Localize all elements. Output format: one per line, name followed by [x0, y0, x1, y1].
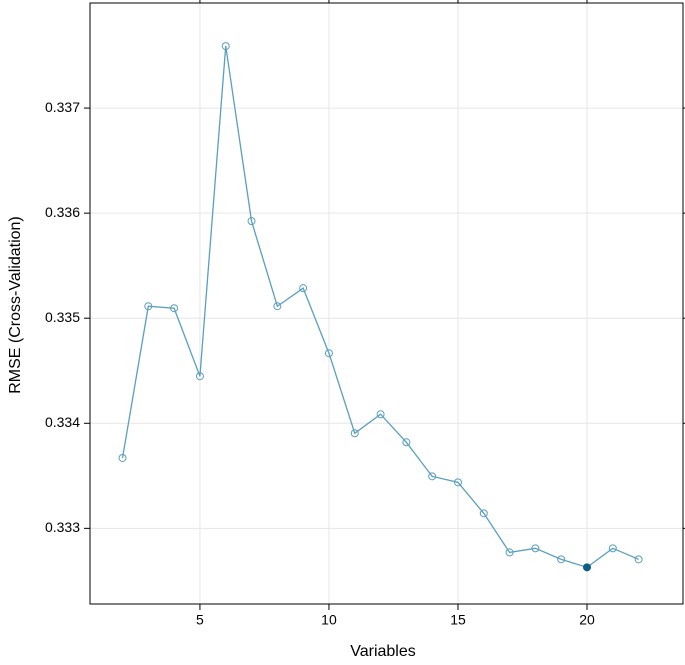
point: [583, 563, 592, 572]
point: [299, 284, 308, 293]
point: [453, 478, 462, 487]
point: [144, 302, 153, 311]
point: [170, 304, 179, 313]
point: [350, 429, 359, 438]
point: [505, 548, 514, 557]
point: [195, 372, 204, 381]
y-tick-label: 0.335: [45, 309, 80, 325]
y-tick-label: 0.333: [45, 519, 80, 535]
x-axis-label: Variables: [350, 643, 416, 660]
point: [531, 544, 540, 553]
plot-frame: [89, 2, 684, 605]
y-tick-label: 0.334: [45, 414, 80, 430]
point: [221, 42, 230, 51]
series-line: [121, 45, 639, 569]
point: [376, 410, 385, 419]
point: [247, 217, 256, 226]
x-tick-label: 20: [579, 612, 595, 628]
point: [118, 453, 127, 462]
x-tick-label: 15: [450, 612, 466, 628]
point: [608, 544, 617, 553]
point: [273, 302, 282, 311]
point: [402, 438, 411, 447]
x-tick-label: 5: [196, 612, 204, 628]
y-axis-label: RMSE (Cross-Validation): [7, 216, 24, 394]
y-tick-label: 0.337: [45, 99, 80, 115]
point: [479, 509, 488, 518]
point: [557, 555, 566, 564]
point: [428, 472, 437, 481]
point: [634, 555, 643, 564]
point: [324, 349, 333, 358]
y-tick-label: 0.336: [45, 204, 80, 220]
x-tick-label: 10: [321, 612, 337, 628]
